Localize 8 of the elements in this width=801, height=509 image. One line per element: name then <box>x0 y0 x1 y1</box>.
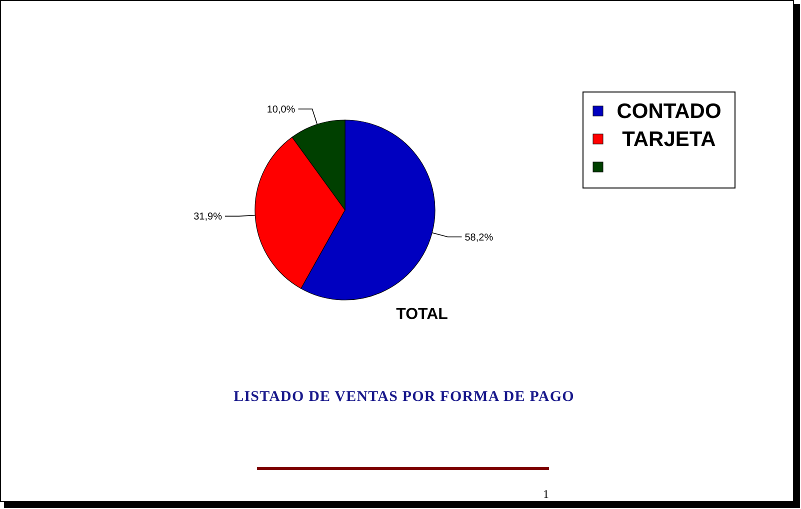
data-label: 31,9% <box>194 212 222 223</box>
data-label: 10,0% <box>266 104 296 116</box>
legend-label: TARJETA <box>622 128 716 151</box>
text: 1 <box>543 487 549 501</box>
text: LISTADO DE VENTAS POR FORMA DE PAGO <box>234 389 574 405</box>
data-label: 58,2% <box>464 232 494 244</box>
legend-label: CONTADO <box>616 100 722 123</box>
text: TOTAL <box>396 306 448 323</box>
